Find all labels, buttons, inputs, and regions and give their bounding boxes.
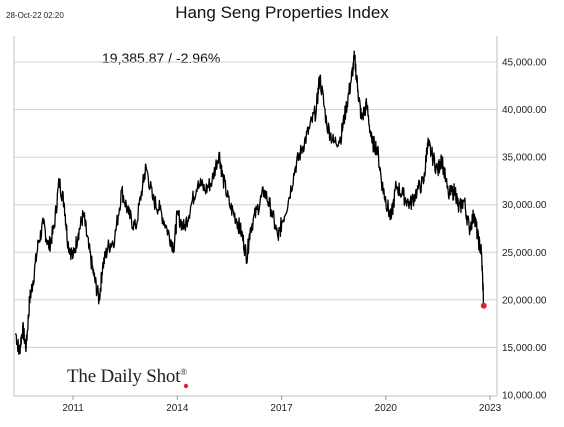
timestamp: 28-Oct-22 02:20 <box>6 11 64 20</box>
y-axis-labels: 10,000.00 15,000.00 20,000.00 25,000.00 30,0… <box>502 58 547 402</box>
x-tick-label: 2014 <box>166 403 189 414</box>
x-tick-label: 2023 <box>479 403 502 414</box>
y-tick-label: 30,000.00 <box>502 200 547 211</box>
y-tick-label: 45,000.00 <box>502 58 547 69</box>
x-tick-label: 2011 <box>62 403 84 414</box>
x-tick-label: 2017 <box>270 403 293 414</box>
series-line <box>15 50 485 355</box>
y-tick-label: 35,000.00 <box>502 153 547 164</box>
y-tick-label: 25,000.00 <box>502 248 547 259</box>
y-tick-label: 40,000.00 <box>502 105 547 116</box>
x-tick-label: 2020 <box>375 403 398 414</box>
chart-title: Hang Seng Properties Index <box>175 3 389 22</box>
x-axis-labels: 2011 2014 2017 2020 2023 <box>62 396 502 414</box>
brand-name: The Daily Shot <box>67 366 181 387</box>
registered-mark: ® <box>180 367 187 377</box>
y-tick-label: 15,000.00 <box>502 343 547 354</box>
grid-lines <box>14 61 497 348</box>
y-tick-label: 10,000.00 <box>502 391 547 402</box>
brand-dot <box>183 383 189 389</box>
last-value-marker <box>480 302 487 309</box>
y-tick-label: 20,000.00 <box>502 295 547 306</box>
brand-logo: The Daily Shot® <box>67 366 187 388</box>
